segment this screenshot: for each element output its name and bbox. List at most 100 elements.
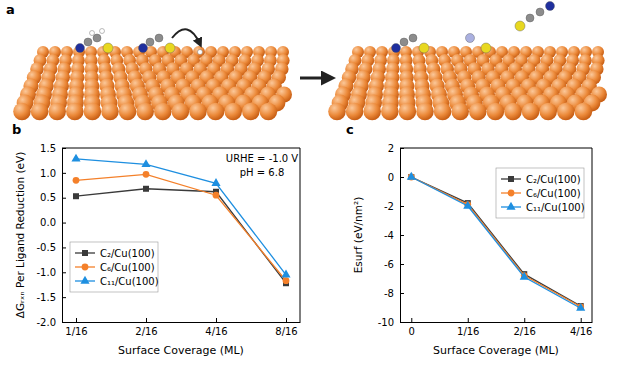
y-tick-mark [62,297,66,298]
series-marker [213,192,220,199]
series-marker [520,272,529,280]
y-tick: -0.5 [36,242,66,253]
legend-marker [80,276,89,284]
legend-marker [82,250,88,256]
x-tick-label: 1/16 [457,326,479,337]
copper-atom [154,103,172,121]
legend: C₂/Cu(100)C₆/Cu(100)C₁₁/Cu(100) [496,168,585,218]
molecule-atom [400,38,408,46]
copper-atom [557,103,575,121]
legend-marker [506,202,515,210]
molecule-atom [536,8,544,16]
copper-atom [381,103,399,121]
series-line [76,159,286,275]
copper-atom [346,103,364,121]
legend-label: C₆/Cu(100) [526,188,581,199]
series-line [76,189,286,283]
molecule-atom [481,43,491,53]
y-tick-mark [400,264,404,265]
x-tick: 1/16 [65,318,87,337]
x-tick-label: 1/16 [65,326,87,337]
copper-atom [119,103,137,121]
molecule-atom [84,38,92,46]
copper-atom [522,103,540,121]
copper-atom [48,103,66,121]
figure: ab1/162/164/168/16-2.0-1.5-1.0-0.50.00.5… [0,0,635,369]
x-axis-line [401,322,593,323]
y-tick: -2 [384,201,404,212]
y-axis-title: ΔGᵣₓₙ Per Ligand Reduction (eV) [14,152,26,318]
y-tick-label: 1.5 [40,143,56,154]
y-tick-label: 0 [388,172,394,183]
molecule-atom [466,34,475,43]
x-axis-title: Surface Coverage (ML) [433,344,559,357]
copper-atom [539,103,557,121]
frame-top [62,148,300,149]
series-marker [283,277,290,284]
y-tick-mark [400,235,404,236]
y-tick: 1.5 [40,143,66,154]
y-tick-mark [62,173,66,174]
legend-marker [508,190,515,197]
molecule-atom [155,34,163,42]
series-marker [576,303,585,311]
process-arrow [300,77,330,80]
y-tick: -6 [384,259,404,270]
x-tick: 2/16 [514,318,536,337]
copper-atom [434,103,452,121]
molecule-atom [526,14,534,22]
x-tick-label: 0 [409,326,415,337]
copper-atom [136,103,154,121]
x-tick: 4/16 [570,318,592,337]
y-tick-label: -6 [384,259,394,270]
x-tick-label: 4/16 [205,326,227,337]
legend-label: C₂/Cu(100) [100,248,155,259]
frame-right [592,148,593,322]
y-tick-mark [400,293,404,294]
y-tick-mark [400,206,404,207]
y-tick-label: -0.5 [36,242,56,253]
y-tick: -1.5 [36,292,66,303]
copper-atom [328,103,346,121]
x-tick: 4/16 [205,318,227,337]
series-marker [463,201,472,209]
y-tick-label: 0.5 [40,192,56,203]
panel-a: a [6,2,607,121]
y-tick: 0.5 [40,192,66,203]
molecule-atom [93,34,101,42]
copper-atom [66,103,84,121]
x-tick-label: 2/16 [514,326,536,337]
legend: C₂/Cu(100)C₆/Cu(100)C₁₁/Cu(100) [70,242,159,292]
y-tick: 2 [388,143,404,154]
chart: b1/162/164/168/16-2.0-1.5-1.0-0.50.00.51… [12,122,301,357]
x-axis-title: Surface Coverage (ML) [118,344,244,357]
x-tick-mark [468,318,469,322]
x-tick: 0 [409,318,415,337]
copper-atom [84,103,102,121]
series-marker [143,186,149,192]
copper-atom [416,103,434,121]
molecule-atom [409,34,417,42]
panel-label: c [346,122,354,137]
x-tick: 8/16 [275,318,297,337]
y-tick: -4 [384,230,404,241]
y-tick: -2.0 [36,317,66,328]
y-tick-mark [62,322,66,323]
x-tick-mark [286,318,287,322]
annotation: URHE = -1.0 V [226,153,299,164]
x-axis: 1/16 2/16 4/16 8/16 [63,318,301,337]
panel-label: b [12,122,21,137]
y-tick: -1.0 [36,267,66,278]
y-axis: -2.0-1.5-1.0-0.50.00.51.01.5 [36,143,66,328]
y-tick-label: -2 [384,201,394,212]
series-marker [141,159,150,167]
y-tick: -8 [384,288,404,299]
x-tick: 1/16 [457,318,479,337]
copper-atom [469,103,487,121]
copper-atom [13,103,31,121]
legend-label: C₁₁/Cu(100) [526,202,585,213]
x-tick: 2/16 [135,318,157,337]
copper-atom [101,103,119,121]
y-axis-line [62,149,63,323]
series-marker [73,177,80,184]
